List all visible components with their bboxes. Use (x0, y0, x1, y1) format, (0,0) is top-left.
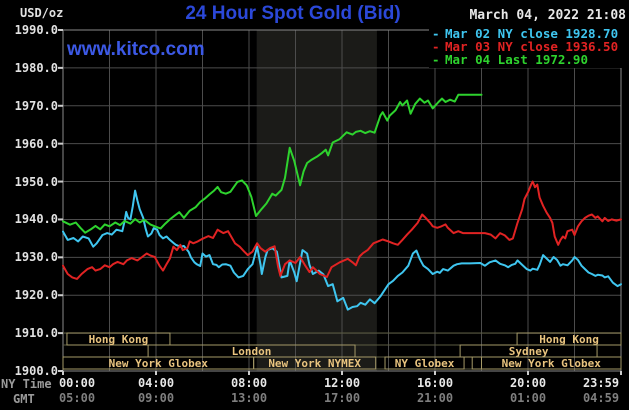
session-label: Sydney (509, 345, 549, 358)
legend-label: Mar 04 Last 1972.90 (445, 52, 588, 67)
session-label: Hong Kong (89, 333, 149, 346)
series-line-mar-02 (62, 189, 622, 311)
chart-legend: - Mar 02 NY close 1928.70- Mar 03 NY close… (429, 26, 629, 68)
x-tick-label-ny: 23:59 (582, 376, 620, 390)
session-box (253, 356, 377, 370)
session-box (66, 332, 171, 346)
series-line-mar-04 (62, 93, 483, 234)
chart-timestamp: March 04, 2022 21:08 (469, 8, 626, 23)
y-tick-label: 1900.0 (14, 364, 58, 378)
session-label: NY Globex (395, 357, 455, 370)
session-label: Hong Kong (539, 333, 599, 346)
y-tick-label: 1910.0 (14, 326, 58, 341)
x-tick-label-ny: 04:00 (137, 376, 175, 390)
x-tick-label-gmt: 01:00 (509, 391, 547, 405)
x-tick-label-gmt: 05:00 (58, 391, 96, 405)
x-tick-label-gmt: 21:00 (416, 391, 454, 405)
session-box (471, 356, 483, 370)
session-label: London (232, 345, 272, 358)
x-tick-label-gmt: 09:00 (137, 391, 175, 405)
y-tick-label: 1940.0 (14, 212, 58, 227)
x-tick-label-ny: 00:00 (58, 376, 96, 390)
y-tick-label: 1990.0 (14, 23, 58, 37)
y-tick-label: 1970.0 (14, 98, 58, 113)
x-tick-label-ny: 12:00 (323, 376, 361, 390)
series-line-mar-03 (62, 180, 622, 280)
session-label: New York Globex (502, 357, 602, 370)
session-box (384, 356, 465, 370)
session-box (481, 356, 622, 370)
session-label: New York NYMEX (268, 357, 361, 370)
ny-time-row-label: NY Time (1, 377, 52, 391)
y-tick-label: 1930.0 (14, 250, 58, 265)
legend-item-0: - Mar 02 NY close 1928.70 (432, 27, 629, 40)
legend-label: Mar 02 NY close 1928.70 (445, 26, 619, 41)
unit-label: USD/oz (20, 6, 64, 20)
x-tick-label-gmt: 13:00 (230, 391, 268, 405)
legend-label: Mar 03 NY close 1936.50 (445, 39, 619, 54)
x-tick-label-ny: 16:00 (416, 376, 454, 390)
nymex-session-shading (256, 30, 377, 371)
session-label: New York Globex (109, 357, 209, 370)
legend-dash-icon: - (432, 52, 440, 67)
kitco-site-link[interactable]: www.kitco.com (67, 39, 205, 60)
legend-item-2: - Mar 04 Last 1972.90 (432, 53, 629, 66)
x-tick-label-ny: 20:00 (509, 376, 547, 390)
legend-item-1: - Mar 03 NY close 1936.50 (432, 40, 629, 53)
y-tick-label: 1920.0 (14, 288, 58, 303)
y-tick-label: 1960.0 (14, 136, 58, 151)
x-tick-label-ny: 08:00 (230, 376, 268, 390)
legend-dash-icon: - (432, 39, 440, 54)
x-tick-label-gmt: 04:59 (582, 391, 620, 405)
y-tick-label: 1980.0 (14, 60, 58, 75)
gmt-row-label: GMT (13, 392, 35, 406)
y-tick-label: 1950.0 (14, 174, 58, 189)
x-tick-label-gmt: 17:00 (323, 391, 361, 405)
page-title: 24 Hour Spot Gold (Bid) (185, 3, 401, 24)
legend-dash-icon: - (432, 26, 440, 41)
